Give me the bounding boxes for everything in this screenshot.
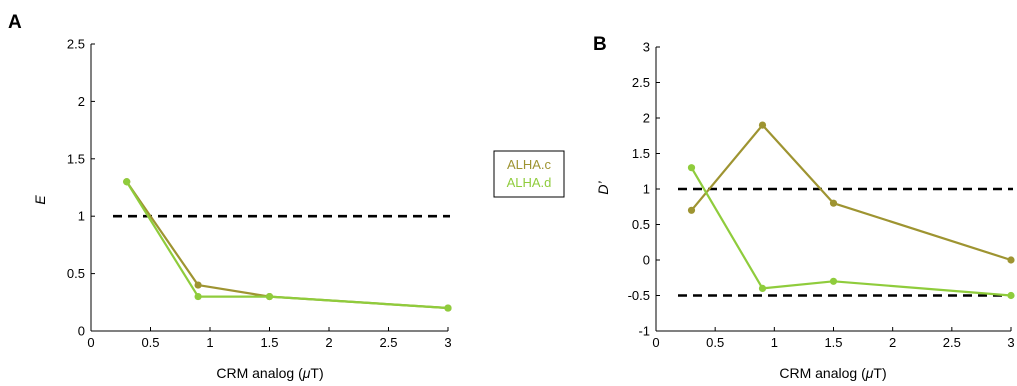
p1-data-point-0 bbox=[758, 121, 767, 129]
p0-x-tick-label: 3 bbox=[444, 335, 451, 350]
p0-y-tick-label: 1 bbox=[78, 209, 85, 224]
p1-x-tick-label: 3 bbox=[1007, 335, 1014, 350]
p1-y-tick-label: 1.5 bbox=[632, 146, 650, 161]
p1-data-point-1 bbox=[829, 277, 838, 285]
p1-y-tick-label: -1 bbox=[638, 324, 650, 339]
p1-x-tick-label: 0.5 bbox=[706, 335, 724, 350]
panel-b-letter: B bbox=[593, 34, 607, 55]
p1-series-line-0 bbox=[690, 123, 1012, 262]
legend-box bbox=[493, 150, 565, 198]
p1-x-tick-label: 0 bbox=[652, 335, 659, 350]
p1-data-point-0 bbox=[1007, 256, 1015, 264]
panel-b-ylabel: D’ bbox=[595, 181, 611, 195]
p0-y-tick-label: 1.5 bbox=[67, 151, 85, 166]
p0-data-point-1 bbox=[123, 178, 131, 186]
p1-y-tick-label: 1 bbox=[643, 182, 650, 197]
p1-y-tick-label: 0.5 bbox=[632, 217, 650, 232]
p0-x-tick-label: 2.5 bbox=[379, 335, 397, 350]
p1-data-point-0 bbox=[829, 199, 838, 207]
panel-b-xlabel: CRM analog (μT) bbox=[779, 365, 886, 381]
p1-y-tick-label: 2.5 bbox=[632, 75, 650, 90]
panel-b: B D’ CRM analog (μT) 0 0.5 1 1.5 2 2.5 3 -1 -0.5… bbox=[593, 34, 1015, 381]
p0-data-point-1 bbox=[194, 292, 202, 301]
p0-data-point-1 bbox=[444, 304, 452, 312]
p1-x-tick-label: 1 bbox=[771, 335, 778, 350]
legend: ALHA.c ALHA.d bbox=[493, 150, 565, 198]
p0-x-tick-label: 0 bbox=[87, 335, 94, 350]
p0-y-tick-label: 0.5 bbox=[67, 266, 85, 281]
p1-series-line-1 bbox=[690, 167, 1012, 297]
p0-y-tick-label: 2.5 bbox=[67, 37, 85, 52]
p0-series-line-1 bbox=[125, 181, 449, 310]
p0-data-point-1 bbox=[265, 292, 274, 301]
p0-x-tick-label: 1 bbox=[206, 335, 213, 350]
p0-x-tick-label: 0.5 bbox=[141, 335, 159, 350]
p1-data-point-0 bbox=[687, 206, 696, 214]
p0-series-line-0 bbox=[125, 181, 449, 310]
p0-y-tick-label: 0 bbox=[78, 324, 85, 339]
legend-entry-alha-d: ALHA.d bbox=[507, 175, 552, 190]
p1-y-tick-label: -0.5 bbox=[628, 288, 650, 303]
panel-a-xlabel: CRM analog (μT) bbox=[216, 365, 323, 381]
p0-x-tick-label: 1.5 bbox=[260, 335, 278, 350]
p1-x-tick-label: 2.5 bbox=[943, 335, 961, 350]
p0-data-point-0 bbox=[194, 281, 202, 289]
p1-y-tick-label: 2 bbox=[643, 111, 650, 126]
panel-a-ylabel: E bbox=[32, 195, 48, 205]
panel-a-letter: A bbox=[8, 12, 22, 33]
p1-x-tick-label: 1.5 bbox=[824, 335, 842, 350]
p1-y-tick-label: 0 bbox=[643, 253, 650, 268]
p0-x-tick-label: 2 bbox=[325, 335, 332, 350]
p0-y-tick-label: 2 bbox=[78, 94, 85, 109]
p1-data-point-1 bbox=[758, 284, 767, 292]
p1-data-point-1 bbox=[1007, 291, 1015, 300]
panel-a: A E CRM analog (μT) 0 0.5 1 1.5 2 2.5 3 0 0.5 1 1.… bbox=[8, 12, 452, 381]
p1-data-point-1 bbox=[687, 164, 696, 172]
p1-x-tick-label: 2 bbox=[889, 335, 896, 350]
p1-y-tick-label: 3 bbox=[643, 40, 650, 55]
legend-entry-alha-c: ALHA.c bbox=[507, 157, 552, 172]
